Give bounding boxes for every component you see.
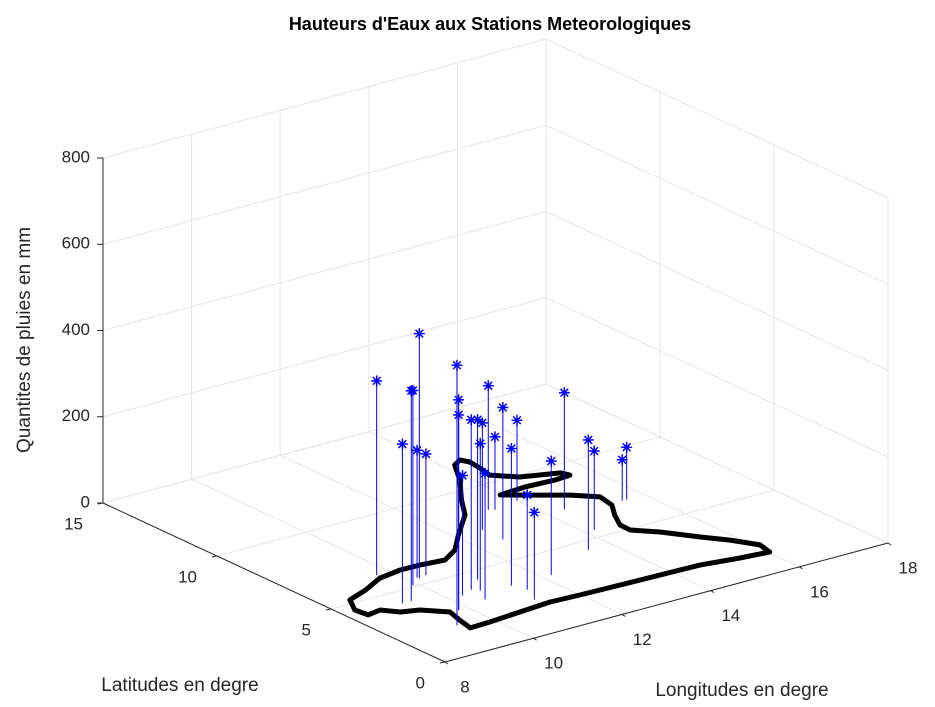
y-axis-label: Latitudes en degre <box>101 675 258 696</box>
marker <box>477 418 487 428</box>
stem <box>479 467 491 600</box>
y-tick-label: 10 <box>178 567 197 586</box>
stem <box>582 434 594 550</box>
stem <box>545 455 557 575</box>
grid-line <box>545 297 889 458</box>
marker <box>512 415 522 425</box>
marker <box>454 410 464 420</box>
stem <box>396 438 408 604</box>
x-axis <box>444 542 889 663</box>
y-tick-label: 5 <box>302 620 311 639</box>
marker <box>421 449 431 459</box>
x-tick <box>533 637 537 641</box>
grid-line <box>102 211 547 331</box>
marker <box>583 435 593 445</box>
stem <box>407 384 419 586</box>
x-tick-label: 12 <box>633 630 652 649</box>
border-line <box>347 457 773 631</box>
grid-line <box>330 489 775 610</box>
grid-line <box>102 297 547 418</box>
chart-title: Hauteurs d'Eaux aux Stations Meteorologi… <box>289 14 691 34</box>
y-tick <box>211 555 218 558</box>
marker <box>454 395 464 405</box>
stem <box>621 441 633 500</box>
z-tick-label: 200 <box>62 406 90 425</box>
marker <box>452 360 462 370</box>
marker <box>372 376 382 386</box>
marker <box>529 508 539 517</box>
marker <box>398 439 407 449</box>
marker <box>458 471 467 480</box>
grid-line <box>545 38 889 199</box>
x-tick <box>621 613 626 617</box>
marker <box>466 415 476 425</box>
marker <box>617 455 627 465</box>
grid-line <box>216 436 661 557</box>
x-tick-label: 16 <box>810 582 829 601</box>
y-axis <box>102 502 446 663</box>
marker <box>490 432 500 442</box>
x-tick-label: 10 <box>544 654 563 673</box>
x-tick-label: 18 <box>899 558 918 577</box>
stem <box>497 401 509 540</box>
marker <box>589 446 599 456</box>
y-tick-label: 15 <box>64 514 83 533</box>
marker <box>507 444 516 453</box>
x-tick <box>799 566 803 570</box>
z-tick-label: 0 <box>81 492 90 511</box>
stem <box>616 454 628 501</box>
marker <box>412 445 422 455</box>
marker <box>522 490 532 500</box>
y-tick <box>325 608 332 611</box>
marker <box>483 381 493 391</box>
stem <box>505 442 517 586</box>
grid-line <box>279 454 623 615</box>
stem <box>411 444 423 578</box>
marker <box>546 456 556 466</box>
marker <box>622 442 632 452</box>
x-tick-label: 14 <box>721 606 740 625</box>
stem <box>371 375 383 575</box>
x-tick <box>444 661 449 665</box>
y-tick-label: 0 <box>416 673 425 692</box>
marker <box>480 469 490 478</box>
x-tick <box>710 590 715 594</box>
x-tick-label: 8 <box>460 677 469 696</box>
z-tick-label: 800 <box>62 147 90 166</box>
marker <box>414 329 424 339</box>
z-tick-label: 400 <box>62 320 90 339</box>
grid-line <box>545 124 889 285</box>
grid-line <box>102 38 547 159</box>
marker <box>408 386 418 395</box>
stem <box>489 431 501 510</box>
grid-line <box>545 211 889 371</box>
grid-line <box>191 478 534 639</box>
stem <box>528 506 540 600</box>
stem <box>453 409 465 610</box>
x-axis-label: Longitudes en degre <box>655 680 828 701</box>
grid-line <box>545 383 889 544</box>
stem <box>588 445 600 530</box>
stem <box>413 328 425 579</box>
z-tick-label: 600 <box>62 234 90 253</box>
y-tick <box>439 661 446 664</box>
z-axis-label: Quantites de pluies en mm <box>14 227 35 453</box>
marker <box>473 415 482 425</box>
stem <box>420 448 432 576</box>
marker <box>559 388 569 398</box>
stem <box>451 359 463 626</box>
stem <box>472 414 484 580</box>
stem <box>457 470 469 596</box>
marker <box>498 403 508 412</box>
grid-line <box>102 383 547 504</box>
stem <box>511 414 523 501</box>
grid-line <box>102 124 547 245</box>
x-tick <box>887 542 892 546</box>
stem <box>558 387 570 510</box>
stem <box>465 414 477 590</box>
stem <box>482 380 494 510</box>
stem <box>521 489 533 590</box>
